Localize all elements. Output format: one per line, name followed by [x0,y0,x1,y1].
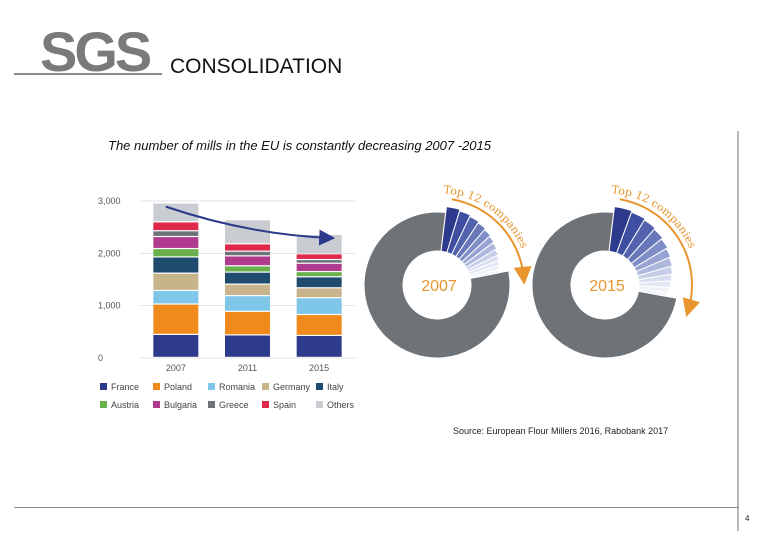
bar-segment-italy-2015 [296,277,342,288]
bar-segment-spain-2007 [153,222,199,231]
x-tick-label: 2011 [238,363,257,373]
page-number: 4 [745,514,750,523]
bar-segment-italy-2007 [153,257,199,273]
bar-segment-poland-2011 [225,311,270,335]
donut-slice-rest-2015 [531,211,678,359]
bar-segment-france-2007 [153,334,199,357]
footer-divider [14,507,739,508]
bar-segment-germany-2011 [225,284,270,296]
legend-label-france: France [111,382,139,392]
legend-swatch-bulgaria [153,401,160,408]
source-note: Source: European Flour Millers 2016, Rab… [453,426,669,436]
y-tick-label: 2,000 [98,248,121,258]
legend-swatch-france [100,383,107,390]
bar-segment-austria-2007 [153,249,199,257]
bar-segment-romania-2007 [153,291,199,304]
legend-swatch-poland [153,383,160,390]
x-tick-label: 2007 [166,363,186,373]
donut-slice-rest-2007 [363,211,511,359]
bar-segment-france-2015 [296,336,342,357]
donut-year-label: 2007 [421,278,457,295]
sgs-logo: SGS [40,20,152,83]
legend-label-austria: Austria [111,400,139,410]
legend-label-greece: Greece [219,400,249,410]
legend-swatch-austria [100,401,107,408]
bar-segment-romania-2011 [225,296,270,311]
bar-segment-bulgaria-2011 [225,256,270,266]
top12-arc-arrow [619,198,700,317]
trend-arrow [165,205,336,246]
y-tick-label: 1,000 [98,301,121,311]
bar-segment-spain-2011 [225,244,270,251]
bar-segment-greece-2011 [225,251,270,256]
logo-underline [14,73,162,75]
donut-year-label: 2015 [589,278,625,295]
donut-slice-company-12-2007 [469,269,499,280]
y-tick-label: 3,000 [98,196,121,206]
vertical-divider [737,131,739,531]
bar-segment-bulgaria-2015 [296,263,342,271]
bar-segment-poland-2007 [153,304,199,334]
legend-label-poland: Poland [164,382,192,392]
stacked-bar-chart: 0 1,000 2,000 3,000 2007 2011 2015 France Poland… [98,196,355,410]
legend-label-others: Others [327,400,355,410]
bar-segment-austria-2011 [225,266,270,272]
legend-swatch-others [316,401,323,408]
bar-segment-germany-2007 [153,273,199,290]
legend-swatch-greece [208,401,215,408]
legend-label-spain: Spain [273,400,296,410]
legend-label-germany: Germany [273,382,311,392]
top12-arc-arrow [451,198,532,285]
bar-segment-austria-2015 [296,272,342,277]
bar-segment-italy-2011 [225,272,270,284]
donut-slice-company-12-2015 [637,288,668,297]
bar-segment-france-2011 [225,335,270,357]
bar-segment-romania-2015 [296,298,342,314]
legend-label-romania: Romania [219,382,255,392]
legend-label-italy: Italy [327,382,344,392]
legend-swatch-spain [262,401,269,408]
slide-title: CONSOLIDATION [170,55,343,78]
bar-segment-germany-2015 [296,288,342,298]
legend-swatch-germany [262,383,269,390]
bar-segment-spain-2015 [296,254,342,259]
legend-swatch-italy [316,383,323,390]
bar-segment-greece-2007 [153,231,199,236]
bar-segment-bulgaria-2007 [153,237,199,248]
bar-segment-others-2007 [153,203,199,222]
y-tick-label: 0 [98,353,103,363]
x-tick-label: 2015 [309,363,329,373]
bar-segment-greece-2015 [296,260,342,263]
bar-segment-poland-2015 [296,315,342,335]
legend-swatch-romania [208,383,215,390]
slide-subtitle: The number of mills in the EU is constan… [108,138,491,153]
legend-label-bulgaria: Bulgaria [164,400,197,410]
